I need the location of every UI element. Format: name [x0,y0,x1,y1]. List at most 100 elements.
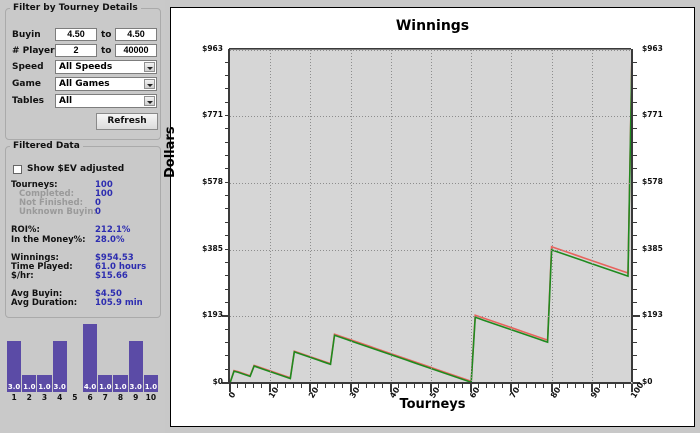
gridline-v-70 [511,50,513,383]
x-tick [486,384,488,388]
x-tick [526,384,528,388]
x-tick [606,384,608,388]
bar-position-9 [128,341,143,392]
speed-dropdown-value: All Speeds [59,62,113,72]
game-dropdown[interactable]: All Games [55,77,157,91]
x-tick [317,384,319,388]
y-tick-left [225,181,229,183]
y-tick-right [633,328,637,330]
y-tick-right [633,275,637,277]
x-tick [462,384,464,388]
x-tick [261,384,263,388]
chevron-down-icon[interactable] [144,62,155,72]
stat-value-unknown-buyin: 0 [95,207,101,217]
buyin-min-input[interactable] [55,28,97,41]
x-tick [253,384,255,388]
y-tick-right [633,88,637,90]
x-tick [325,384,327,388]
x-tick [502,384,504,388]
gridline-h-578 [230,183,632,185]
y-tick-right [633,155,637,157]
buyin-max-input[interactable] [115,28,157,41]
bar-position-1 [7,341,22,392]
bar-label-7: 7 [102,393,108,402]
x-tick [550,384,553,392]
bar-label-10: 10 [145,393,157,402]
y-tick-left [225,221,229,223]
y-tick-left [225,88,229,90]
filtered-data-title: Filtered Data [10,141,83,151]
speed-dropdown[interactable]: All Speeds [55,60,157,74]
y-tick-label-right-4: $771 [642,110,663,120]
x-tick [438,384,440,388]
x-tick [430,384,432,392]
show-ev-adjusted-checkbox[interactable] [13,165,22,174]
left-sidebar: Filter by Tourney Details Buyin to # Pla… [0,0,165,433]
stat-value-avg-buyin: $4.50 [95,289,122,299]
stat-value-tourneys: 100 [95,180,113,190]
x-tick [293,384,295,388]
stat-value-time-played: 61.0 hours [95,262,147,272]
x-tick [333,384,335,388]
y-tick-label-left-1: $193 [202,310,223,320]
speed-label: Speed [12,62,44,72]
y-tick-right [633,235,637,237]
y-tick-right [633,301,637,303]
y-tick-left [222,315,229,318]
bar-value-3: 1.0 [38,383,51,391]
x-tick [229,384,231,392]
y-tick-right [633,368,637,370]
x-tick [446,384,448,388]
bar-label-8: 8 [117,393,124,402]
buyin-label: Buyin [12,30,41,40]
y-tick-right [633,101,637,103]
y-tick-left [225,368,229,370]
x-tick [622,384,624,388]
players-label: # Players [12,46,60,56]
y-tick-right [633,141,637,143]
game-label: Game [12,79,41,89]
x-tick [631,384,633,392]
filter-group-title: Filter by Tourney Details [10,3,141,13]
y-tick-left [222,382,229,384]
x-tick [365,384,367,388]
x-tick [245,384,247,388]
y-tick-label-left-0: $0 [212,377,223,386]
refresh-button[interactable]: Refresh [96,113,158,130]
y-tick-label-right-3: $578 [642,177,663,187]
chevron-down-icon[interactable] [144,79,155,89]
x-tick [413,384,415,388]
y-tick-right [633,168,637,170]
y-tick-label-right-5: $963 [642,44,663,53]
y-tick-left [225,141,229,143]
x-tick [349,384,352,392]
bar-label-6: 6 [87,393,93,402]
y-tick-right [633,355,637,357]
y-tick-left [225,75,229,76]
x-tick [405,384,407,388]
stat-label-roi: ROI%: [11,225,40,235]
gridline-v-60 [471,50,473,383]
players-min-input[interactable] [55,44,97,57]
y-tick-right [633,75,637,76]
bar-position-10 [143,375,158,392]
y-tick-right [633,248,637,250]
gridline-v-80 [551,50,553,383]
y-tick-label-left-3: $578 [202,177,223,187]
y-tick-right [633,341,637,343]
stat-label-tourneys: Tourneys: [11,180,58,190]
x-axis-top-spine [229,48,631,49]
x-tick [614,384,616,388]
x-tick [534,384,536,388]
stat-label-completed: Completed: [19,189,75,199]
x-tick [301,384,303,388]
y-tick-left [225,248,229,250]
y-tick-right [633,128,637,130]
stat-value-per-hour: $15.66 [95,271,128,281]
tables-dropdown[interactable]: All [55,94,157,108]
chevron-down-icon[interactable] [144,96,155,106]
bar-label-1: 1 [11,393,17,402]
gridline-h-771 [230,116,632,118]
players-max-input[interactable] [115,44,157,57]
